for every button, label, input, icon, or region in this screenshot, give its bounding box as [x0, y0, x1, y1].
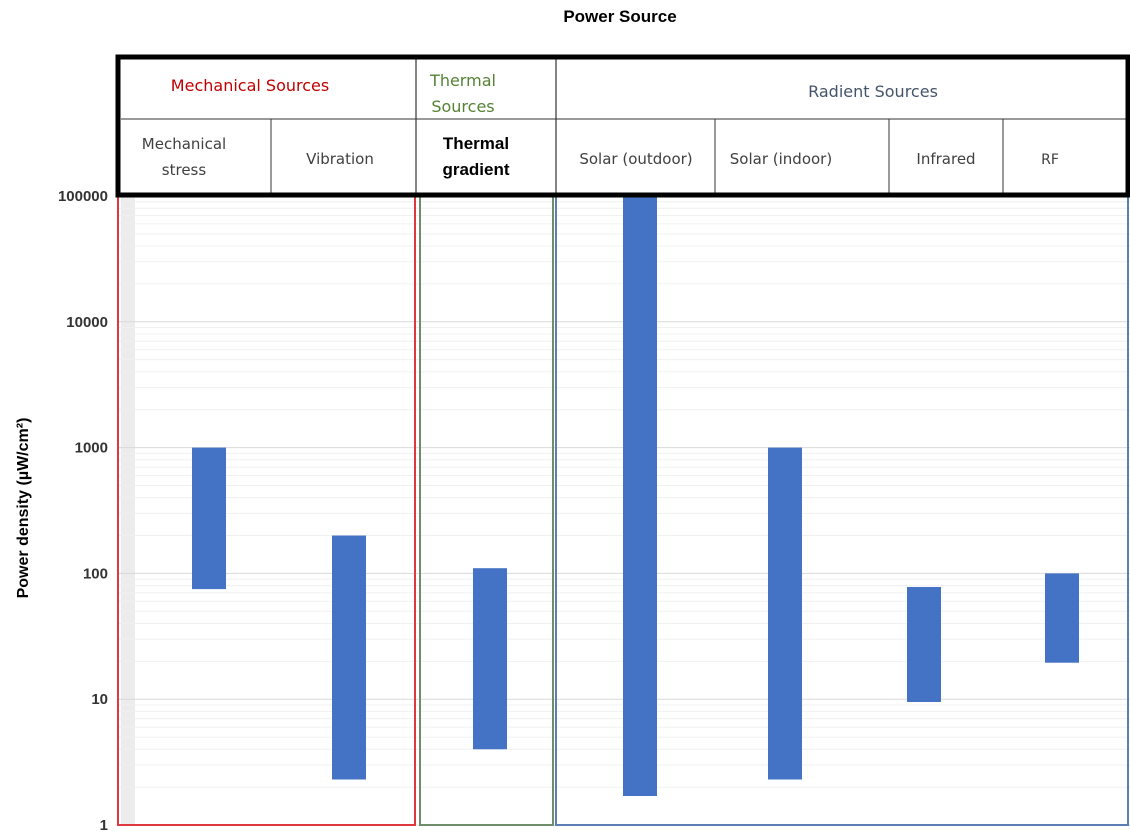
- plot-edge-shade: [121, 196, 135, 825]
- y-axis-label: Power density (µW/cm²): [15, 418, 32, 599]
- category-label: Solar (outdoor): [579, 150, 692, 168]
- y-tick-labels: 1 10 100 1000 10000 100000: [58, 188, 108, 834]
- category-label: Thermal: [443, 134, 509, 153]
- group-label: Sources: [431, 97, 494, 116]
- range-bars: [192, 196, 1079, 797]
- range-bar: [192, 447, 226, 590]
- range-bar: [907, 586, 941, 703]
- y-tick-label: 10000: [66, 314, 108, 331]
- category-label: Solar (indoor): [730, 150, 832, 168]
- group-label: Thermal: [429, 71, 496, 90]
- category-label: Vibration: [306, 150, 374, 168]
- y-tick-label: 10: [91, 691, 108, 708]
- y-tick-label: 100: [83, 565, 108, 582]
- category-label: Mechanical: [142, 135, 226, 153]
- group-label: Mechanical Sources: [171, 76, 329, 95]
- header-border: [115, 54, 1130, 198]
- y-tick-label: 1: [100, 817, 108, 834]
- group-band-0: [117, 195, 416, 826]
- range-bar: [332, 535, 366, 780]
- header-background: [118, 59, 1126, 193]
- category-label: stress: [162, 161, 207, 179]
- range-bar: [473, 568, 507, 750]
- range-bar: [623, 196, 657, 797]
- source-header-table: Mechanical Sources Thermal Sources Radient …: [115, 54, 1130, 198]
- group-label: Radient Sources: [808, 82, 938, 101]
- category-label: gradient: [442, 160, 509, 179]
- range-bar: [768, 447, 802, 780]
- chart-title: Power Source: [563, 7, 676, 26]
- category-label: Infrared: [916, 150, 975, 168]
- y-tick-label: 1000: [75, 440, 108, 457]
- range-bar: [1045, 573, 1079, 663]
- y-tick-label: 100000: [58, 188, 108, 205]
- category-label: RF: [1041, 152, 1059, 168]
